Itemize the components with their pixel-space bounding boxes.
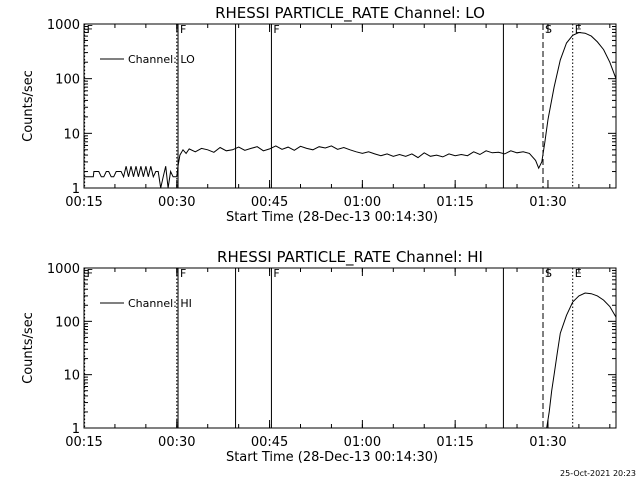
x-axis-label: Start Time (28-Dec-13 00:14:30) xyxy=(226,450,438,465)
event-marker-label: F xyxy=(273,23,279,36)
plot-frame xyxy=(83,267,617,429)
chart-title: RHESSI PARTICLE_RATE Channel: HI xyxy=(217,248,483,267)
legend-label: Channel: HI xyxy=(128,297,192,310)
x-tick-label: 01:00 xyxy=(344,195,381,210)
y-tick-label: 100 xyxy=(55,73,80,88)
x-tick-label: 00:30 xyxy=(158,435,195,450)
x-tick-label: 00:30 xyxy=(158,195,195,210)
event-marker-label: S xyxy=(545,23,552,36)
event-marker-label: E xyxy=(575,267,582,280)
data-series-line xyxy=(84,31,616,188)
x-tick-label: 01:15 xyxy=(436,435,473,450)
y-tick-label: 1 xyxy=(72,182,80,197)
x-tick-label: 00:45 xyxy=(251,195,288,210)
x-tick-label: 00:15 xyxy=(65,435,102,450)
data-series-line xyxy=(546,292,616,428)
x-tick-label: 01:30 xyxy=(529,435,566,450)
plot-frame xyxy=(83,23,617,189)
y-axis-label: Counts/sec xyxy=(21,70,36,142)
footer-timestamp: 25-Oct-2021 20:23 xyxy=(560,469,636,478)
y-tick-label: 100 xyxy=(55,315,80,330)
x-tick-label: 01:00 xyxy=(344,435,381,450)
x-tick-label: 01:15 xyxy=(436,195,473,210)
x-tick-label: 01:30 xyxy=(529,195,566,210)
event-marker-label: F xyxy=(180,23,186,36)
y-tick-label: 10 xyxy=(63,369,80,384)
y-tick-label: 10 xyxy=(63,127,80,142)
event-marker-label: S xyxy=(545,267,552,280)
chart-panel-lo: RHESSI PARTICLE_RATE Channel: LO 00:15 00:… xyxy=(21,4,617,225)
event-marker-label: F xyxy=(87,23,93,36)
chart-panel-hi: RHESSI PARTICLE_RATE Channel: HI 00:15 00:… xyxy=(21,248,617,465)
event-marker-label: E xyxy=(575,23,582,36)
event-marker-label: F xyxy=(273,267,279,280)
chart-title: RHESSI PARTICLE_RATE Channel: LO xyxy=(215,4,485,23)
y-axis-label: Counts/sec xyxy=(21,312,36,384)
x-tick-label: 00:45 xyxy=(251,435,288,450)
x-axis-label: Start Time (28-Dec-13 00:14:30) xyxy=(226,210,438,225)
y-tick-label: 1000 xyxy=(47,18,80,33)
y-tick-label: 1000 xyxy=(47,262,80,277)
event-marker-label: F xyxy=(180,267,186,280)
legend-label: Channel: LO xyxy=(128,53,195,66)
event-marker-label: F xyxy=(87,267,93,280)
x-tick-label: 00:15 xyxy=(65,195,102,210)
y-tick-label: 1 xyxy=(72,422,80,437)
